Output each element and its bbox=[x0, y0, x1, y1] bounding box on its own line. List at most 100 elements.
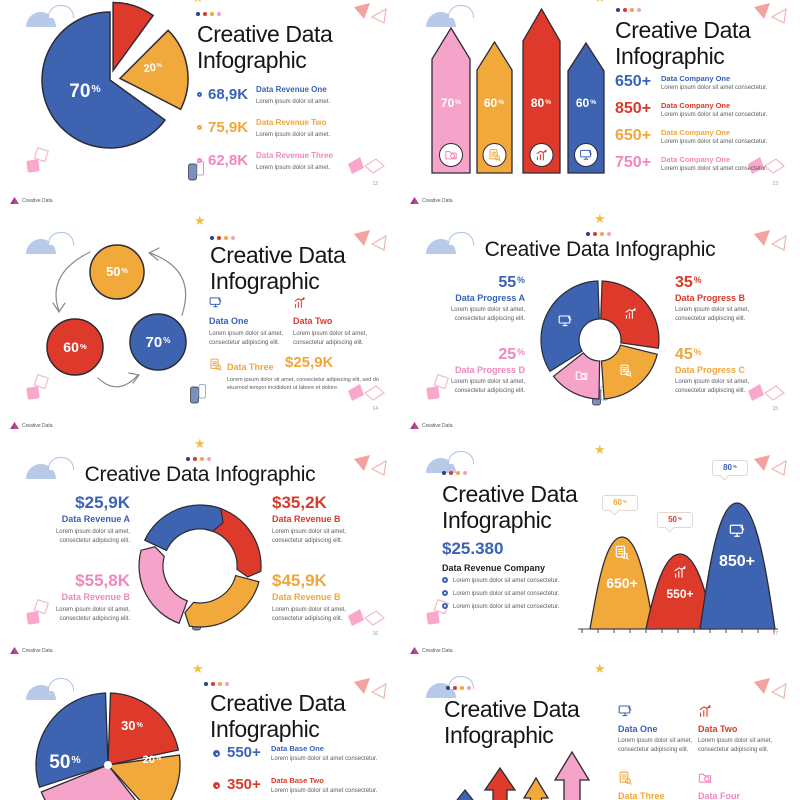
cycle-diagram bbox=[46, 244, 305, 388]
bell-yellow bbox=[589, 536, 655, 630]
bell-curve-chart bbox=[578, 502, 778, 633]
legend-label: Data Company One bbox=[661, 128, 731, 137]
dots-decoration bbox=[616, 8, 620, 12]
title-line-2: Infographic bbox=[197, 47, 307, 73]
item-value: $35,2K bbox=[272, 493, 327, 512]
item-label: Data Four bbox=[698, 791, 741, 800]
star-icon: ★ bbox=[194, 436, 206, 451]
star-icon: ★ bbox=[192, 661, 204, 676]
bullet-icon bbox=[442, 603, 448, 609]
item-label: Data Three bbox=[227, 362, 274, 372]
slide-title: Creative Data Infographic bbox=[484, 238, 716, 261]
amount-subtitle: Data Revenue Company bbox=[442, 563, 546, 573]
circle-yellow bbox=[89, 244, 145, 300]
legend-desc: Lorem ipsum dolor sit amet consectetur. bbox=[661, 139, 768, 145]
item-desc: Lorem ipsum dolor sit amet, consectetur … bbox=[675, 307, 750, 322]
callout-bubble: 60% bbox=[602, 495, 638, 511]
ring-segment-pink bbox=[138, 546, 189, 625]
item-label: Data One bbox=[209, 316, 249, 326]
star-icon: ★ bbox=[194, 213, 206, 228]
item-value: 45% bbox=[675, 346, 702, 363]
legend-label: Data Company One bbox=[661, 101, 731, 110]
item-label: Data Progress A bbox=[455, 293, 525, 303]
slide-19[interactable]: Creative Data ★ Creative Data Infographi… bbox=[400, 640, 800, 800]
pie-chart bbox=[35, 692, 181, 800]
slide-title: Creative Data Infographic bbox=[210, 242, 346, 294]
legend-label: Data Revenue Three bbox=[256, 151, 333, 160]
item-value: 25% bbox=[498, 346, 525, 363]
slide-17[interactable]: Creative Data ★ Creative Data Infographi… bbox=[400, 415, 800, 640]
circle-red bbox=[46, 318, 104, 376]
legend-label: Data Revenue One bbox=[256, 85, 327, 94]
title-line-1: Creative Data bbox=[615, 17, 751, 43]
slide-title: Creative Data Infographic bbox=[197, 21, 333, 73]
slide-14[interactable]: Creative Data ★ 50% 60% 70% Creative Dat… bbox=[0, 190, 400, 415]
legend-value: 650+ bbox=[615, 127, 652, 144]
item-desc: Lorem ipsum dolor sit amet, consectetur … bbox=[227, 377, 379, 392]
monitor-icon bbox=[209, 297, 222, 308]
legend-value: 68,9K bbox=[208, 86, 249, 103]
slide-13[interactable]: Creative Data ★ 70% 60% 80% 60% Creative… bbox=[400, 0, 800, 190]
bar-blue bbox=[567, 41, 605, 174]
circle-label: 70% bbox=[145, 334, 171, 351]
item-value: $55,8K bbox=[75, 571, 130, 590]
pie-slice-red bbox=[112, 1, 155, 73]
bar-label: 60% bbox=[483, 96, 505, 110]
slide-16[interactable]: Creative Data ★ Creative Data Infographi… bbox=[0, 415, 400, 640]
legend-marker bbox=[197, 125, 202, 130]
deck-logo: Creative Data bbox=[10, 422, 53, 429]
document-icon bbox=[619, 771, 632, 785]
title-line-1: Creative Data bbox=[444, 696, 580, 722]
item-label: Data Revenue A bbox=[61, 514, 130, 524]
deck-logo: Creative Data bbox=[410, 197, 453, 204]
item-desc: Lorem ipsum dolor sit amet, consectetur … bbox=[450, 379, 525, 394]
logo-text: Creative Data bbox=[22, 422, 53, 429]
donut-slice-yellow bbox=[600, 344, 658, 400]
item-label: Data Progress D bbox=[454, 365, 525, 375]
star-icon: ★ bbox=[594, 0, 606, 4]
deck-logo: Creative Data bbox=[410, 647, 453, 654]
item-value: $45,9K bbox=[272, 571, 327, 590]
legend-label: Data Base Two bbox=[271, 776, 324, 785]
item-desc: Lorem ipsum dolor sit amet, consectetur … bbox=[272, 607, 347, 622]
callout-bubble: 50% bbox=[657, 512, 693, 528]
arrow-bar-chart bbox=[431, 7, 605, 174]
legend-desc: Lorem ipsum dolor sit amet. bbox=[256, 165, 331, 171]
title-line-1: Creative Data bbox=[210, 242, 346, 268]
circle-label: 50% bbox=[106, 264, 128, 279]
star-icon: ★ bbox=[192, 0, 204, 4]
page-number: 15 bbox=[772, 406, 778, 412]
item-value: 35% bbox=[675, 274, 702, 291]
bullet-text: Lorem ipsum dolor sit amet consectetur. bbox=[453, 604, 560, 610]
legend-marker bbox=[213, 750, 220, 757]
star-icon: ★ bbox=[594, 442, 606, 457]
bar-icon-circle bbox=[482, 143, 507, 167]
callout-bubble: 80% bbox=[712, 460, 748, 476]
pie-slice-blue bbox=[35, 692, 109, 789]
dots-decoration bbox=[446, 686, 450, 690]
slide-18[interactable]: Creative Data ★ 50% 30% 20% 40% Creative… bbox=[0, 640, 400, 800]
item-label: Data Two bbox=[293, 316, 333, 326]
title-line-2: Infographic bbox=[444, 722, 554, 748]
item-desc: Lorem ipsum dolor sit amet, consectetur … bbox=[698, 738, 773, 753]
legend-value: 75,9K bbox=[208, 119, 249, 136]
slide-15[interactable]: Creative Data ★ Creative Data Infographi… bbox=[400, 190, 800, 415]
pie-label-30: 30% bbox=[121, 718, 143, 733]
title-line-1: Creative Data bbox=[442, 481, 578, 507]
pie-slice-blue bbox=[41, 11, 167, 149]
item-label: Data One bbox=[618, 724, 658, 734]
item-value: $25,9K bbox=[285, 354, 334, 371]
title-line-1: Creative Data bbox=[197, 21, 333, 47]
page-number: 13 bbox=[772, 181, 778, 187]
dots-decoration bbox=[186, 457, 190, 461]
pie-slice-red bbox=[107, 692, 180, 766]
item-desc: Lorem ipsum dolor sit amet, consectetur … bbox=[55, 607, 130, 622]
legend-desc: Lorem ipsum dolor sit amet consectetur. bbox=[661, 85, 768, 91]
donut-chart bbox=[540, 280, 660, 400]
monitor-icon bbox=[618, 705, 632, 717]
bell-value: 550+ bbox=[666, 587, 694, 601]
legend-value: 750+ bbox=[615, 154, 652, 171]
slide-12[interactable]: Creative Data ★ 70% 10% 20% Creative Dat… bbox=[0, 0, 400, 190]
title-line-2: Infographic bbox=[442, 507, 552, 533]
legend-desc: Lorem ipsum dolor sit amet consectetur. bbox=[661, 112, 768, 118]
